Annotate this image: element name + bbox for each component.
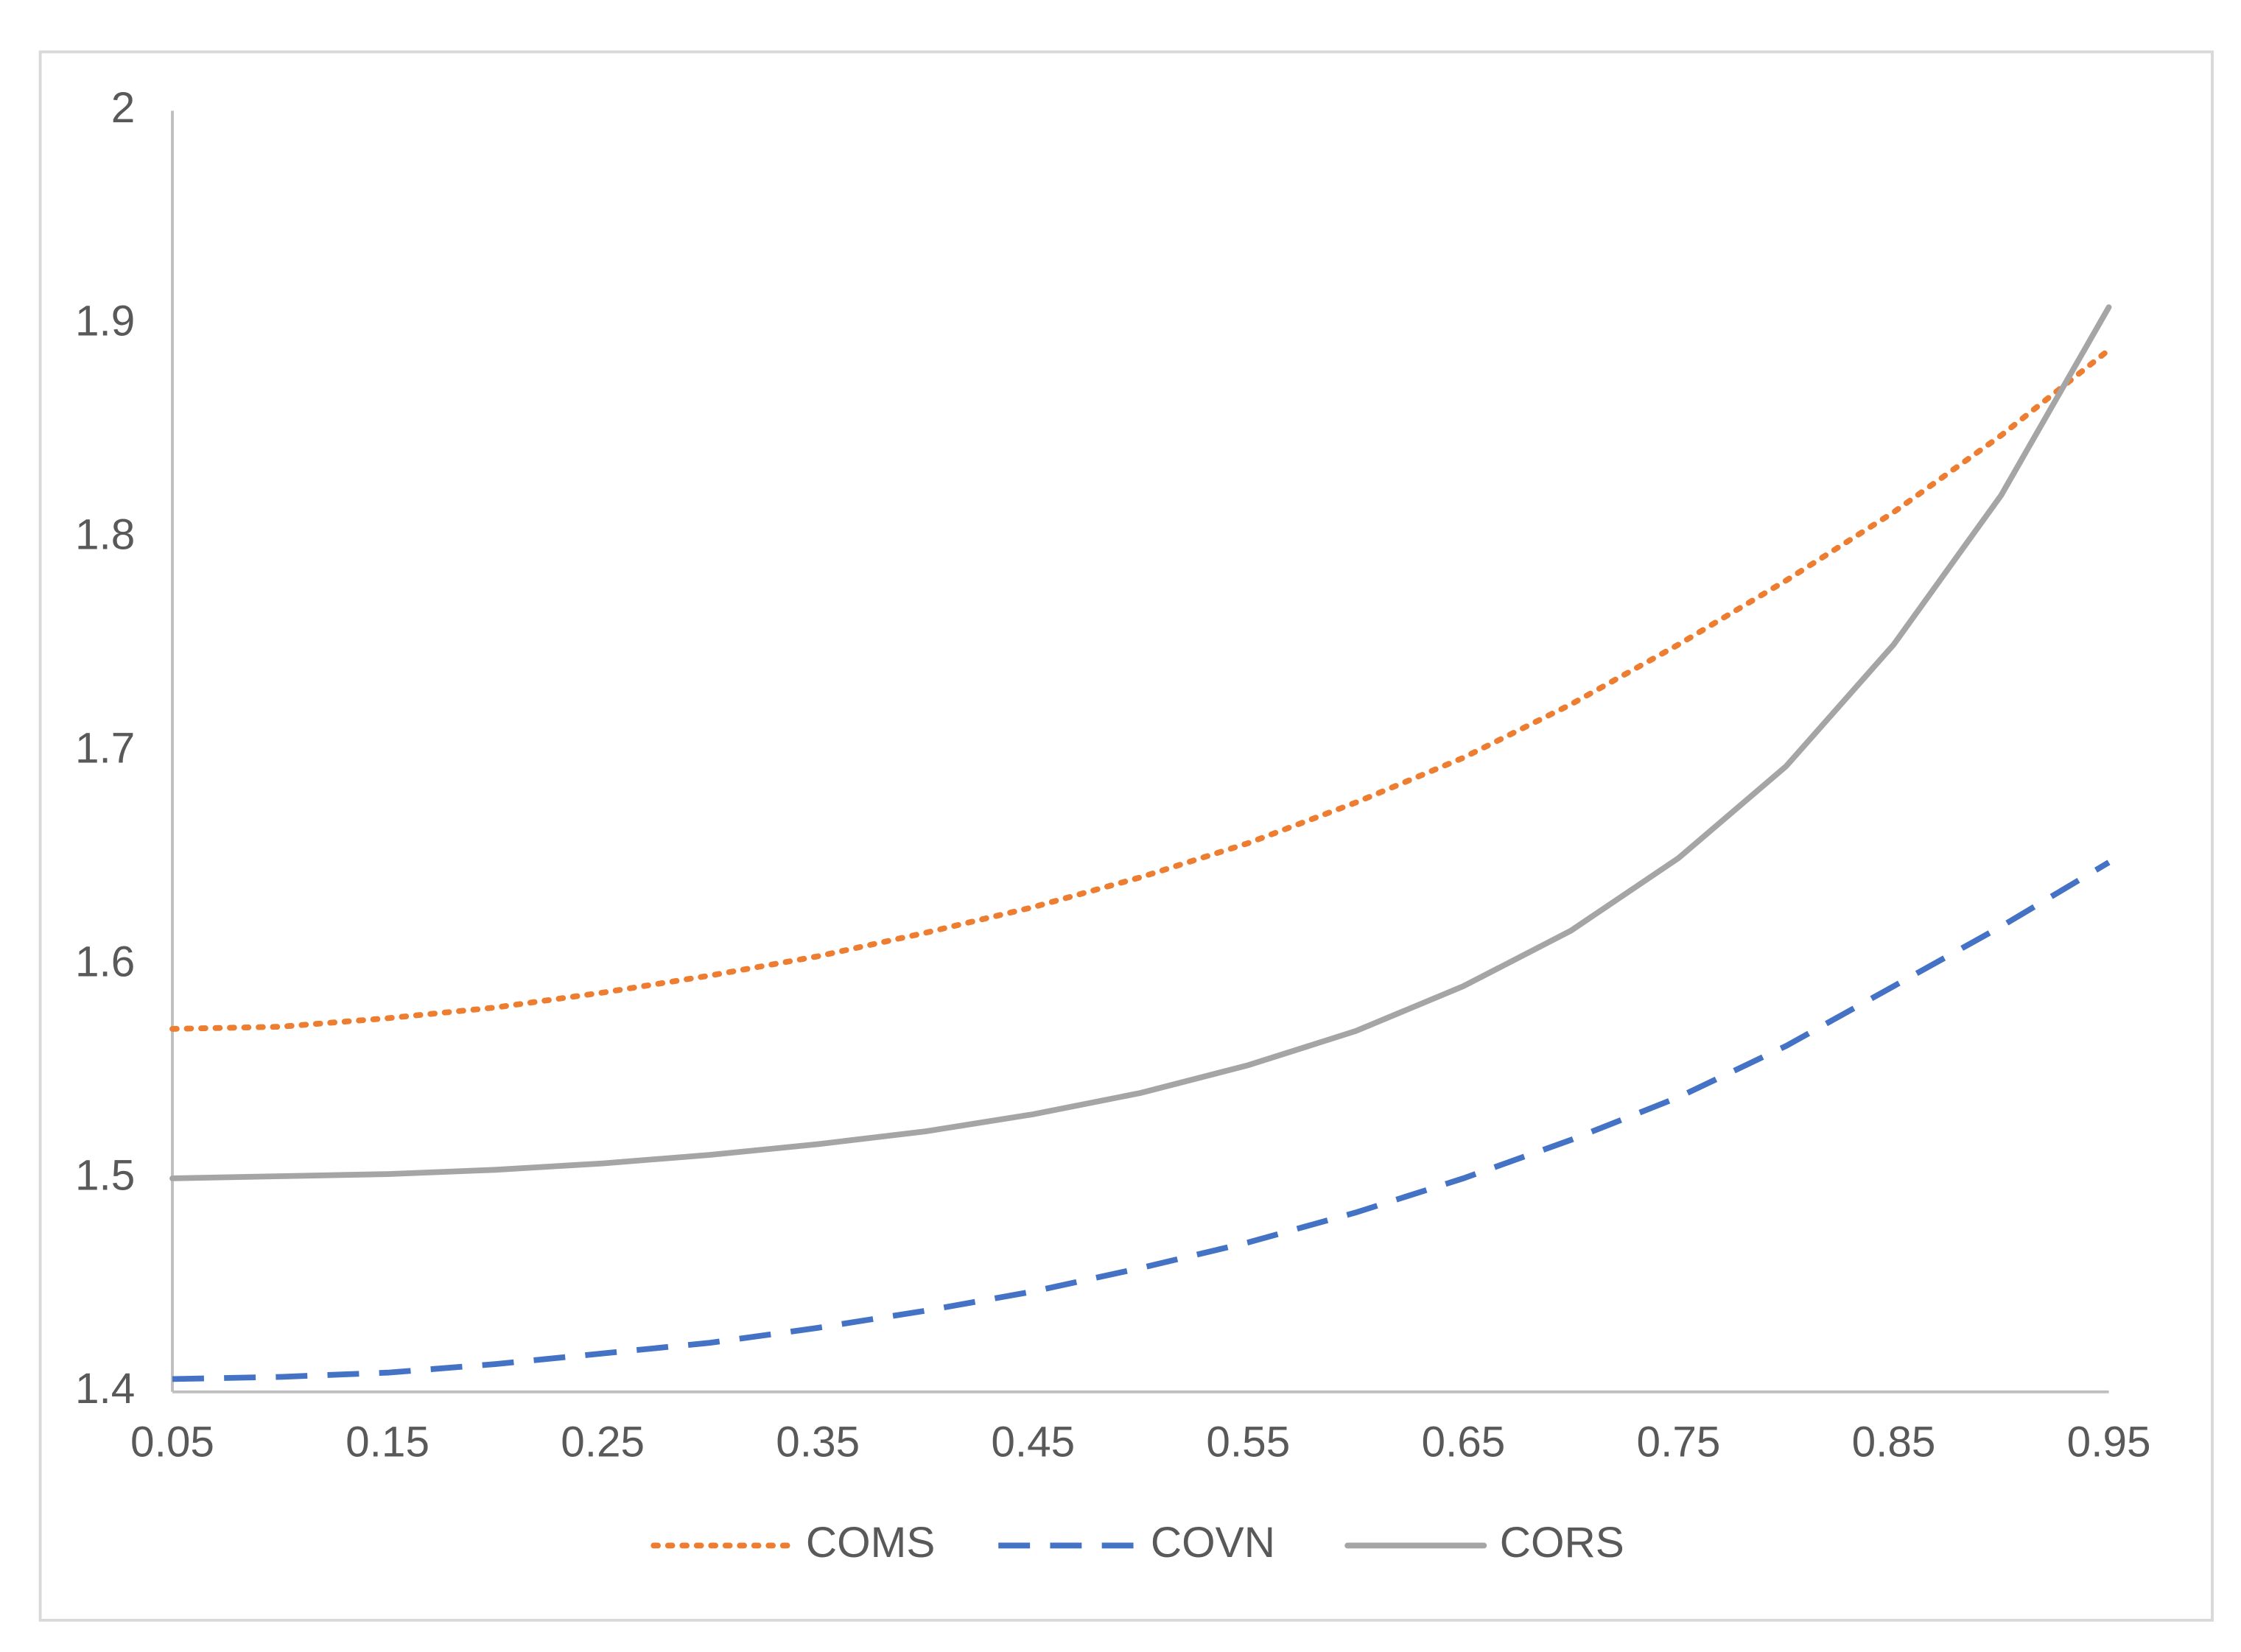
y-tick-label: 2: [111, 84, 136, 132]
x-tick-label: 0.35: [776, 1418, 860, 1466]
x-tick-label: 0.15: [346, 1418, 429, 1466]
y-tick-label: 1.9: [75, 298, 135, 345]
x-tick-label: 0.85: [1852, 1418, 1936, 1466]
series-line: [169, 304, 2112, 1181]
y-tick-label: 1.7: [75, 725, 135, 773]
chart-border: [38, 50, 2214, 1622]
y-tick-label: 1.8: [75, 511, 135, 559]
x-tick-label: 0.05: [130, 1418, 214, 1466]
series-line: [169, 347, 2112, 1032]
legend-label: COVN: [1151, 1519, 1275, 1567]
y-tick-label: 1.4: [75, 1365, 135, 1413]
x-tick-label: 0.65: [1421, 1418, 1505, 1466]
x-tick-label: 0.95: [2067, 1418, 2151, 1466]
x-tick-label: 0.55: [1206, 1418, 1290, 1466]
y-tick-label: 1.6: [75, 938, 135, 985]
y-tick-label: 1.5: [75, 1151, 135, 1199]
legend-label: COMS: [806, 1519, 936, 1567]
x-tick-label: 0.25: [561, 1418, 645, 1466]
x-tick-label: 0.75: [1637, 1418, 1721, 1466]
series-line: [172, 860, 2111, 1382]
x-tick-label: 0.45: [991, 1418, 1075, 1466]
legend-label: CORS: [1500, 1519, 1624, 1567]
